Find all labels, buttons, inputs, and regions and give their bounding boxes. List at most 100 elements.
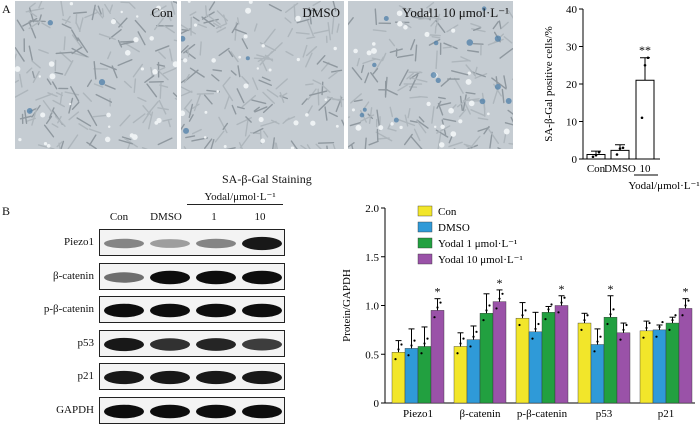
cell-shape (242, 96, 255, 107)
cell-shape (62, 24, 71, 28)
blot-band (242, 371, 282, 384)
cell-nucleus (44, 142, 47, 145)
bar (653, 330, 666, 403)
cell-shape (449, 142, 462, 146)
cell-shape (333, 145, 336, 149)
cell-shape (362, 65, 364, 72)
cell-nucleus (390, 122, 393, 125)
cell-nucleus (249, 1, 253, 4)
cell-shape (329, 72, 337, 78)
blot-strip (99, 363, 285, 390)
cell-shape (499, 21, 500, 29)
cell-nucleus (262, 44, 265, 47)
cell-shape (164, 26, 174, 33)
blot-band (150, 338, 190, 350)
blot-label: GAPDH (32, 404, 94, 416)
blot-label: p-β-catenin (32, 303, 94, 315)
cell-shape (452, 61, 469, 62)
yodal-group-label: Yodal/μmol·L⁻¹ (190, 190, 290, 203)
cell-nucleus (70, 2, 73, 5)
data-point (485, 309, 487, 311)
cell-shape (83, 93, 91, 101)
blot-band (242, 237, 282, 250)
blot-band (242, 270, 282, 284)
cell-shape (53, 82, 57, 89)
cell-shape (174, 2, 177, 6)
data-point (681, 314, 683, 316)
cell-shape (509, 11, 513, 21)
cell-shape (261, 121, 276, 126)
cell-shape (200, 42, 201, 55)
cell-shape (415, 129, 420, 140)
cell-shape (466, 93, 475, 94)
data-point (544, 318, 546, 320)
cell-shape (217, 11, 227, 21)
data-point (622, 329, 624, 331)
blot-bands (100, 230, 285, 256)
cell-shape (341, 96, 342, 106)
cell-nucleus (40, 112, 45, 117)
panel-a-letter: A (2, 2, 11, 17)
cell-shape (265, 29, 275, 43)
cell-shape (212, 75, 219, 81)
data-point (400, 343, 402, 345)
cell-shape (77, 118, 90, 126)
data-point (495, 307, 497, 309)
cell-shape (215, 131, 223, 142)
stained-cell (394, 118, 399, 123)
data-point (668, 329, 670, 331)
x-tick-label: Con (587, 163, 606, 175)
cell-nucleus (372, 42, 376, 46)
cell-nucleus (141, 67, 144, 70)
cell-shape (276, 79, 287, 89)
cell-shape (471, 24, 481, 27)
data-point (658, 326, 660, 328)
cell-shape (138, 98, 146, 102)
cell-nucleus (305, 113, 309, 117)
legend-label: Yodal 10 μmol·L⁻¹ (438, 254, 523, 266)
bar (418, 346, 431, 403)
cell-shape (319, 143, 334, 144)
cell-nucleus (49, 61, 55, 67)
cell-shape (217, 28, 225, 32)
cell-shape (27, 68, 32, 73)
cell-shape (468, 50, 479, 52)
cell-nucleus (367, 50, 372, 55)
cell-shape (432, 37, 440, 38)
cell-shape (160, 83, 161, 98)
blot-strip (99, 296, 285, 323)
stained-cell (431, 72, 437, 78)
cell-shape (92, 5, 95, 19)
panel-b-letter: B (2, 204, 10, 219)
cell-shape (342, 120, 344, 127)
cell-shape (105, 85, 115, 89)
cell-shape (439, 97, 445, 98)
cell-shape (163, 119, 172, 121)
cell-nucleus (424, 32, 429, 37)
bar (640, 331, 653, 403)
stained-cell (360, 113, 365, 118)
y-axis-label: SA-β-Gal positive cells/% (543, 26, 555, 142)
cell-shape (237, 89, 244, 103)
data-point (609, 313, 611, 315)
data-point (521, 314, 523, 316)
cell-shape (306, 84, 313, 85)
x-tick-label: p21 (658, 408, 675, 420)
cell-shape (133, 64, 142, 76)
cell-nucleus (448, 108, 454, 114)
bar (480, 313, 493, 403)
cell-shape (130, 3, 135, 8)
bar (679, 308, 692, 403)
data-point (518, 324, 520, 326)
cell-nucleus (450, 131, 456, 137)
cell-nucleus (269, 68, 272, 71)
bar (611, 150, 629, 159)
cell-shape (29, 46, 32, 60)
cell-shape (273, 138, 275, 149)
blot-band (104, 405, 144, 419)
blot-band (196, 304, 236, 318)
cell-nucleus (334, 47, 337, 50)
data-point (482, 319, 484, 321)
cell-nucleus (487, 113, 490, 116)
cell-shape (147, 84, 156, 97)
